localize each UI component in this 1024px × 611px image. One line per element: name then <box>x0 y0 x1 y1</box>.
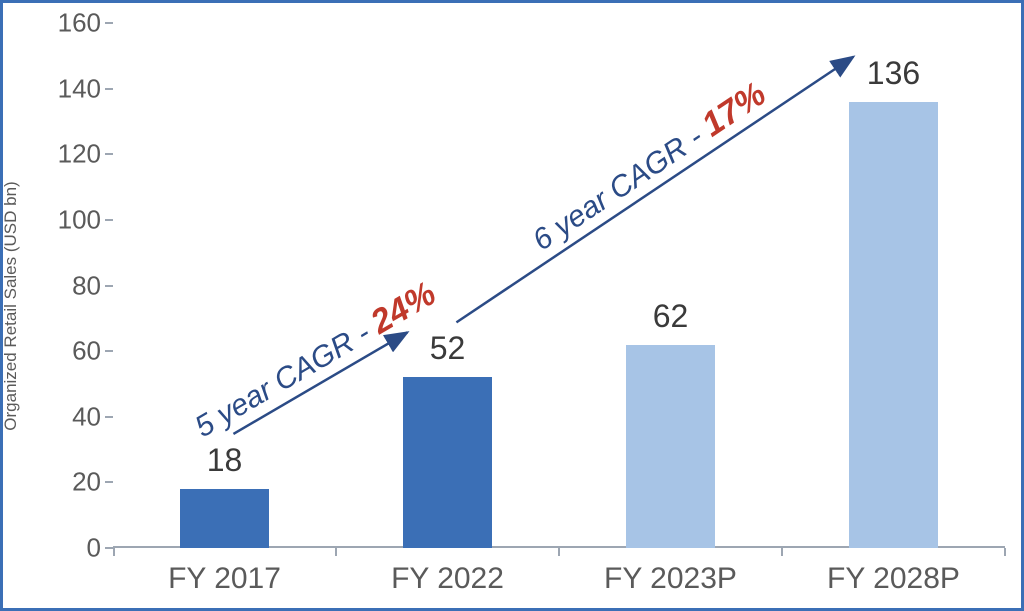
y-tick-mark <box>105 219 113 221</box>
y-tick-label: 100 <box>58 204 101 235</box>
y-tick-label: 40 <box>72 401 101 432</box>
y-tick-mark <box>105 22 113 24</box>
bar: 18 <box>180 489 269 548</box>
y-tick-label: 140 <box>58 73 101 104</box>
bar: 52 <box>403 377 492 548</box>
x-tick-label: FY 2023P <box>604 562 737 596</box>
bar: 62 <box>626 345 715 548</box>
y-tick-label: 20 <box>72 467 101 498</box>
y-axis-title: Organized Retail Sales (USD bn) <box>1 181 21 430</box>
y-tick-mark <box>105 350 113 352</box>
y-tick-label: 80 <box>72 270 101 301</box>
y-tick-mark <box>105 88 113 90</box>
y-tick-mark <box>105 153 113 155</box>
plot-inner: 020406080100120140160FY 201718FY 202252F… <box>113 3 1005 548</box>
chart-frame: Organized Retail Sales (USD bn) 02040608… <box>0 0 1024 611</box>
y-tick-mark <box>105 547 113 549</box>
x-tick-label: FY 2028P <box>827 562 960 596</box>
bar-value-label: 136 <box>867 55 920 92</box>
y-tick-mark <box>105 285 113 287</box>
x-tick-mark <box>781 548 783 556</box>
y-tick-label: 160 <box>58 8 101 39</box>
x-tick-label: FY 2017 <box>168 562 281 596</box>
x-tick-mark <box>1004 548 1006 556</box>
x-tick-mark <box>335 548 337 556</box>
bar-value-label: 52 <box>430 330 466 367</box>
y-tick-mark <box>105 416 113 418</box>
plot-area: 020406080100120140160FY 201718FY 202252F… <box>113 3 1005 548</box>
y-tick-label: 60 <box>72 336 101 367</box>
x-tick-mark <box>558 548 560 556</box>
y-tick-mark <box>105 481 113 483</box>
bar-value-label: 18 <box>207 442 243 479</box>
bar: 136 <box>849 102 938 548</box>
bar-value-label: 62 <box>653 298 689 335</box>
y-tick-label: 120 <box>58 139 101 170</box>
y-tick-label: 0 <box>87 533 101 564</box>
x-tick-mark <box>113 548 115 556</box>
x-tick-label: FY 2022 <box>391 562 504 596</box>
